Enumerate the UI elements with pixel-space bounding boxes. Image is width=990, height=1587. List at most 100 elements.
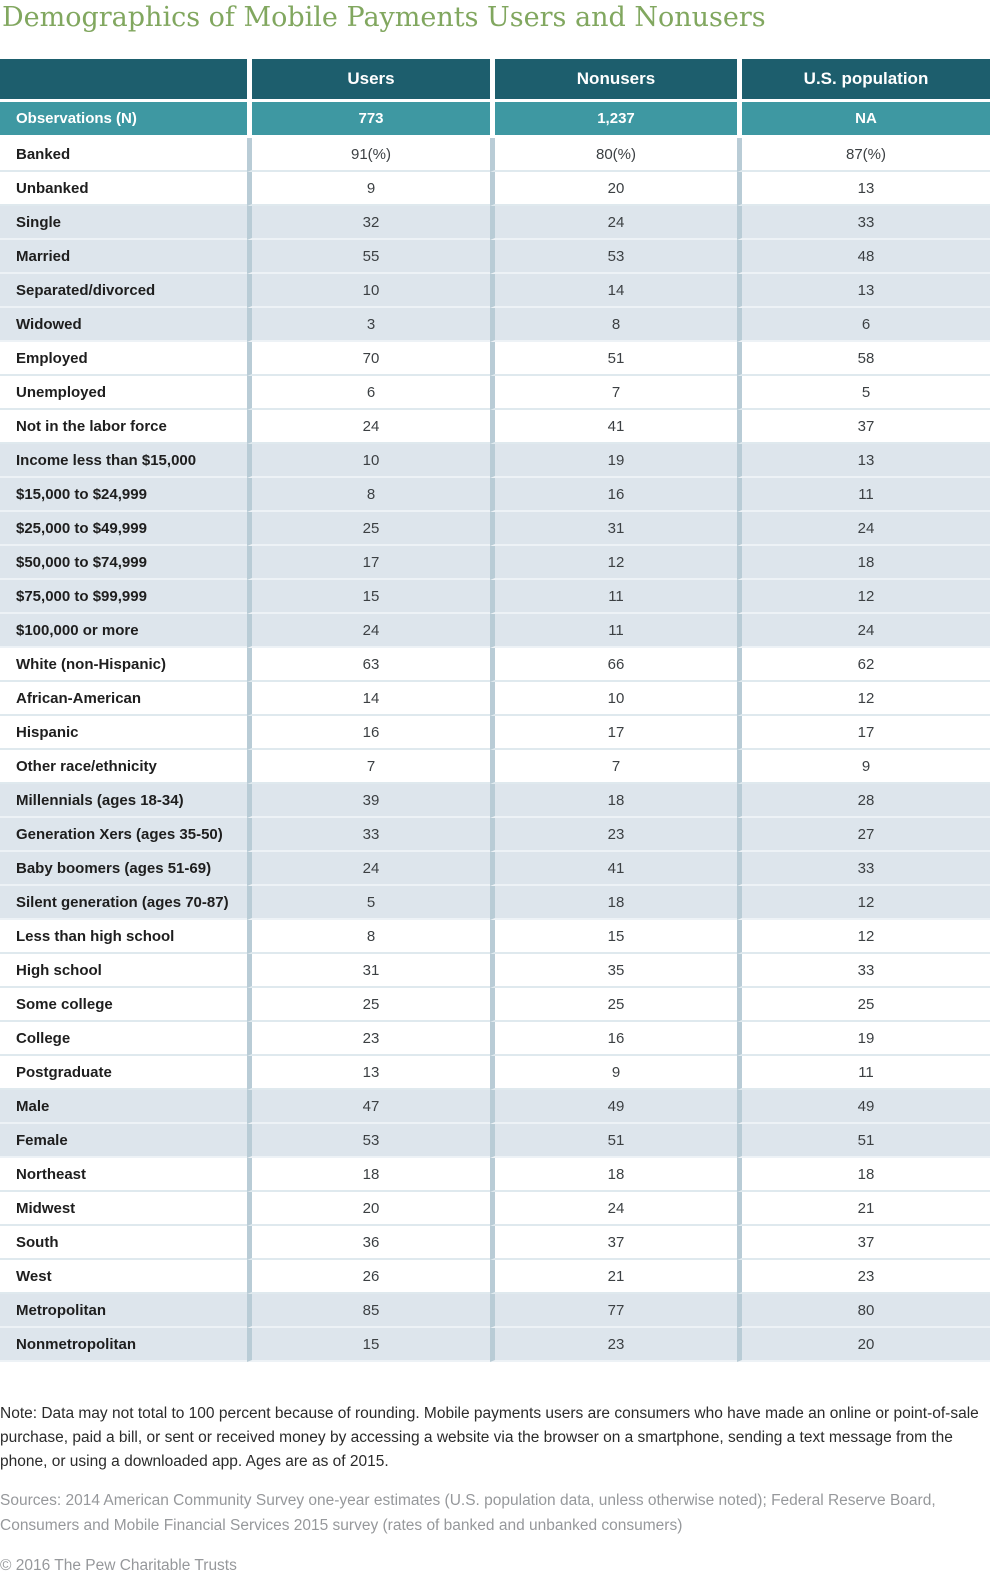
cell-us-population: 18 [737, 546, 990, 581]
cell-nonusers: 66 [490, 648, 737, 683]
row-label: Banked [0, 138, 247, 173]
cell-us-population: 12 [737, 682, 990, 717]
cell-nonusers: 51 [490, 342, 737, 377]
cell-nonusers: 41 [490, 410, 737, 445]
cell-nonusers: 10 [490, 682, 737, 717]
cell-nonusers: 15 [490, 920, 737, 955]
cell-nonusers: 23 [490, 1328, 737, 1363]
table-row: $50,000 to $74,999 17 12 18 [0, 546, 990, 581]
observations-nonusers: 1,237 [490, 102, 737, 139]
row-label: $15,000 to $24,999 [0, 478, 247, 513]
row-label: African-American [0, 682, 247, 717]
cell-us-population: 25 [737, 988, 990, 1023]
table-row: $15,000 to $24,999 8 16 11 [0, 478, 990, 513]
cell-us-population: 58 [737, 342, 990, 377]
table-row: Separated/divorced 10 14 13 [0, 274, 990, 309]
cell-us-population: 19 [737, 1022, 990, 1057]
cell-us-population: 24 [737, 512, 990, 547]
cell-us-population: 5 [737, 376, 990, 411]
header-row: Users Nonusers U.S. population [0, 59, 990, 103]
cell-us-population: 12 [737, 920, 990, 955]
table-row: Some college 25 25 25 [0, 988, 990, 1023]
row-label: White (non-Hispanic) [0, 648, 247, 683]
cell-users: 6 [247, 376, 490, 411]
cell-users: 23 [247, 1022, 490, 1057]
row-label: West [0, 1260, 247, 1295]
header-users: Users [247, 59, 490, 103]
cell-nonusers: 24 [490, 1192, 737, 1227]
table-row: Hispanic 16 17 17 [0, 716, 990, 751]
cell-users: 24 [247, 614, 490, 649]
row-label: Baby boomers (ages 51-69) [0, 852, 247, 887]
cell-users: 16 [247, 716, 490, 751]
cell-nonusers: 7 [490, 750, 737, 785]
table-row: Male 47 49 49 [0, 1090, 990, 1125]
row-label: $50,000 to $74,999 [0, 546, 247, 581]
cell-users: 14 [247, 682, 490, 717]
cell-users: 70 [247, 342, 490, 377]
table-row: $100,000 or more 24 11 24 [0, 614, 990, 649]
table-row: West 26 21 23 [0, 1260, 990, 1295]
header-us-population: U.S. population [737, 59, 990, 103]
cell-nonusers: 51 [490, 1124, 737, 1159]
table-row: Unbanked 9 20 13 [0, 172, 990, 207]
cell-users: 18 [247, 1158, 490, 1193]
table-row: Silent generation (ages 70-87) 5 18 12 [0, 886, 990, 921]
row-label: Employed [0, 342, 247, 377]
cell-us-population: 20 [737, 1328, 990, 1363]
row-label: Postgraduate [0, 1056, 247, 1091]
cell-nonusers: 35 [490, 954, 737, 989]
cell-us-population: 27 [737, 818, 990, 853]
cell-users: 10 [247, 444, 490, 479]
cell-users: 3 [247, 308, 490, 343]
cell-nonusers: 8 [490, 308, 737, 343]
table-row: Unemployed 6 7 5 [0, 376, 990, 411]
table-row: Income less than $15,000 10 19 13 [0, 444, 990, 479]
table-row: Midwest 20 24 21 [0, 1192, 990, 1227]
cell-us-population: 37 [737, 410, 990, 445]
cell-nonusers: 16 [490, 1022, 737, 1057]
cell-nonusers: 16 [490, 478, 737, 513]
cell-users: 55 [247, 240, 490, 275]
table-row: High school 31 35 33 [0, 954, 990, 989]
cell-users: 24 [247, 852, 490, 887]
cell-nonusers: 37 [490, 1226, 737, 1261]
table-row: African-American 14 10 12 [0, 682, 990, 717]
cell-nonusers: 18 [490, 784, 737, 819]
cell-nonusers: 25 [490, 988, 737, 1023]
table-row: Female 53 51 51 [0, 1124, 990, 1159]
cell-users: 25 [247, 512, 490, 547]
table-row: Millennials (ages 18-34) 39 18 28 [0, 784, 990, 819]
table-body: Banked 91(%) 80(%) 87(%) Unbanked 9 20 13 Single… [0, 138, 990, 1363]
cell-us-population: 13 [737, 274, 990, 309]
cell-nonusers: 20 [490, 172, 737, 207]
row-label: Unbanked [0, 172, 247, 207]
table-row: $75,000 to $99,999 15 11 12 [0, 580, 990, 615]
row-label: $75,000 to $99,999 [0, 580, 247, 615]
cell-us-population: 80 [737, 1294, 990, 1329]
cell-users: 26 [247, 1260, 490, 1295]
table-row: Employed 70 51 58 [0, 342, 990, 377]
cell-us-population: 33 [737, 852, 990, 887]
cell-us-population: 11 [737, 1056, 990, 1091]
cell-users: 8 [247, 478, 490, 513]
row-label: Married [0, 240, 247, 275]
row-label: Nonmetropolitan [0, 1328, 247, 1363]
cell-nonusers: 19 [490, 444, 737, 479]
row-label: Widowed [0, 308, 247, 343]
cell-us-population: 6 [737, 308, 990, 343]
cell-nonusers: 17 [490, 716, 737, 751]
cell-us-population: 12 [737, 886, 990, 921]
table-row: Metropolitan 85 77 80 [0, 1294, 990, 1329]
cell-nonusers: 9 [490, 1056, 737, 1091]
cell-users: 24 [247, 410, 490, 445]
row-label: Separated/divorced [0, 274, 247, 309]
row-label: Male [0, 1090, 247, 1125]
observations-users: 773 [247, 102, 490, 139]
table-row: Widowed 3 8 6 [0, 308, 990, 343]
cell-users: 91(%) [247, 138, 490, 173]
demographics-table: Users Nonusers U.S. population Observati… [0, 59, 990, 1363]
cell-us-population: 23 [737, 1260, 990, 1295]
cell-us-population: 62 [737, 648, 990, 683]
